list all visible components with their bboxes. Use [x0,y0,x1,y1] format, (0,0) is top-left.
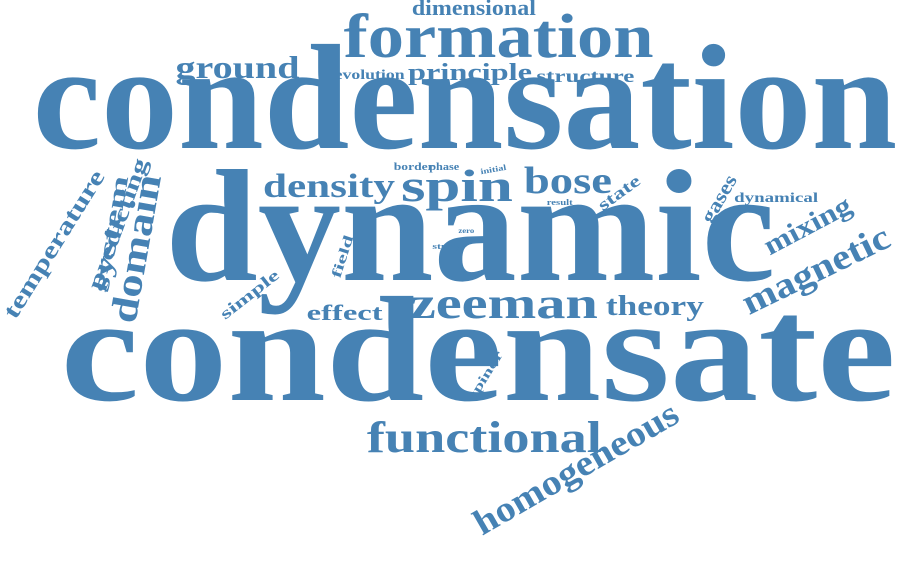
word-functional: functional [366,413,602,463]
word-condensation: condensation [32,15,898,181]
word-effect: effect [307,300,383,326]
word-condensate: condensate [60,267,896,433]
word-phase: phase [428,162,459,173]
word-theory: theory [605,290,704,322]
word-zero: zero [457,226,474,235]
word-bose: bose [523,159,613,202]
word-formation: formation [343,3,654,72]
word-principle: principle [407,60,533,87]
word-structure: structure [535,65,635,86]
word-evolution: evolution [335,68,405,84]
word-zeeman: zeeman [409,279,599,329]
word-result: result [546,197,574,207]
word-dynamic: dynamic [164,137,776,315]
word-spin: spin [401,159,513,211]
word-ground: ground [176,49,300,86]
word-study: study [432,241,460,251]
word-border: border [393,162,434,173]
word-density: density [263,168,395,206]
word-dynamical: dynamical [733,191,819,207]
word-dimensional: dimensional [411,0,537,21]
